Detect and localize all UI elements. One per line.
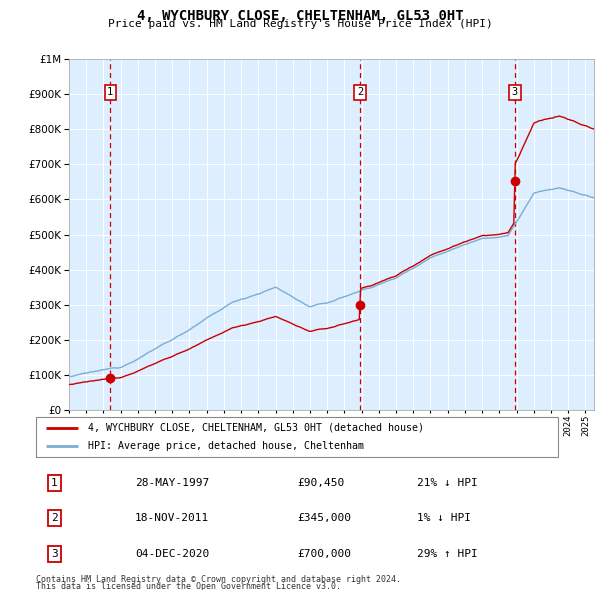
Text: 3: 3 [512, 87, 518, 97]
Text: This data is licensed under the Open Government Licence v3.0.: This data is licensed under the Open Gov… [36, 582, 341, 590]
Text: 2: 2 [51, 513, 58, 523]
Text: 1% ↓ HPI: 1% ↓ HPI [417, 513, 471, 523]
Text: 1: 1 [51, 478, 58, 488]
Text: Price paid vs. HM Land Registry's House Price Index (HPI): Price paid vs. HM Land Registry's House … [107, 19, 493, 30]
Text: 18-NOV-2011: 18-NOV-2011 [135, 513, 209, 523]
Text: 4, WYCHBURY CLOSE, CHELTENHAM, GL53 0HT: 4, WYCHBURY CLOSE, CHELTENHAM, GL53 0HT [137, 9, 463, 23]
Text: £345,000: £345,000 [297, 513, 351, 523]
Text: 28-MAY-1997: 28-MAY-1997 [135, 478, 209, 488]
Text: £90,450: £90,450 [297, 478, 344, 488]
Text: 2: 2 [357, 87, 363, 97]
Text: 3: 3 [51, 549, 58, 559]
Text: 1: 1 [107, 87, 113, 97]
Text: £700,000: £700,000 [297, 549, 351, 559]
Text: Contains HM Land Registry data © Crown copyright and database right 2024.: Contains HM Land Registry data © Crown c… [36, 575, 401, 584]
Text: 29% ↑ HPI: 29% ↑ HPI [417, 549, 478, 559]
FancyBboxPatch shape [36, 417, 558, 457]
Text: 04-DEC-2020: 04-DEC-2020 [135, 549, 209, 559]
Text: 4, WYCHBURY CLOSE, CHELTENHAM, GL53 0HT (detached house): 4, WYCHBURY CLOSE, CHELTENHAM, GL53 0HT … [88, 423, 424, 433]
Text: 21% ↓ HPI: 21% ↓ HPI [417, 478, 478, 488]
Text: HPI: Average price, detached house, Cheltenham: HPI: Average price, detached house, Chel… [88, 441, 364, 451]
